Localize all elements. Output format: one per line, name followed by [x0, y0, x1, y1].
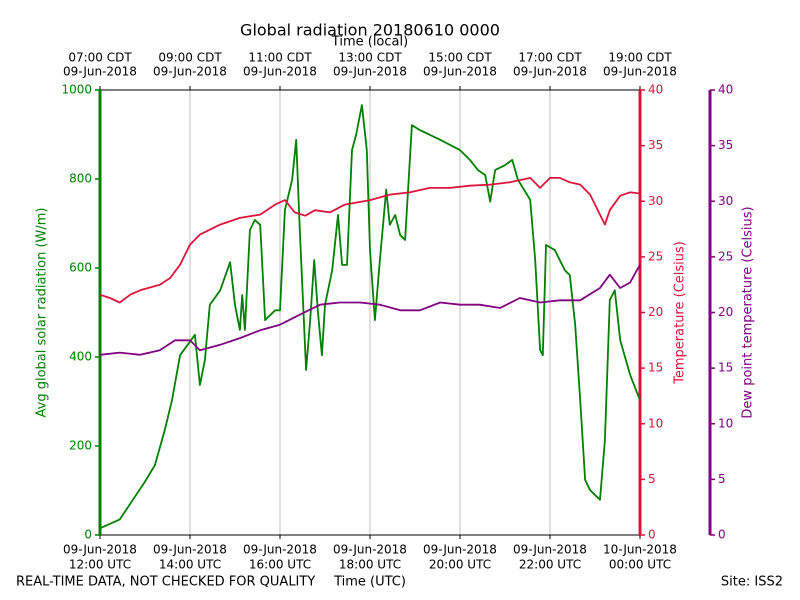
y-tick-label: 600 — [69, 261, 92, 275]
x-tick-label: 10-Jun-2018 — [603, 543, 677, 557]
top-tick-label: 15:00 CDT — [428, 51, 492, 65]
top-axis-label: Time (local) — [331, 35, 408, 50]
top-tick-label: 09-Jun-2018 — [333, 65, 407, 79]
y2-tick-label: 20 — [648, 305, 663, 319]
y3-tick-label: 35 — [718, 138, 733, 152]
y2-tick-label: 30 — [648, 194, 663, 208]
x-tick-label: 09-Jun-2018 — [243, 543, 317, 557]
data-line — [99, 104, 641, 530]
footer-note: REAL-TIME DATA, NOT CHECKED FOR QUALITY — [16, 575, 315, 590]
y2-tick-label: 10 — [648, 416, 663, 430]
y3-tick-label: 0 — [718, 528, 726, 542]
y3-tick-label: 30 — [718, 194, 733, 208]
y3-tick-label: 15 — [718, 361, 733, 375]
x-axis-label: Time (UTC) — [333, 575, 406, 590]
y-tick-label: 0 — [84, 528, 92, 542]
x-tick-label: 09-Jun-2018 — [423, 543, 497, 557]
y3-tick-label: 25 — [718, 249, 733, 263]
y3-tick-label: 40 — [718, 83, 733, 97]
y-tick-label: 800 — [69, 172, 92, 186]
y2-axis-label: Temperature (Celsius) — [673, 241, 688, 385]
x-tick-label: 16:00 UTC — [249, 558, 311, 572]
top-tick-label: 11:00 CDT — [248, 51, 312, 65]
top-tick-label: 09-Jun-2018 — [63, 65, 137, 79]
top-tick-label: 09-Jun-2018 — [423, 65, 497, 79]
top-tick-label: 09-Jun-2018 — [153, 65, 227, 79]
top-tick-label: 07:00 CDT — [68, 51, 132, 65]
x-tick-label: 22:00 UTC — [519, 558, 581, 572]
y-tick-label: 400 — [69, 350, 92, 364]
x-tick-label: 09-Jun-2018 — [63, 543, 137, 557]
x-tick-label: 09-Jun-2018 — [333, 543, 407, 557]
y3-axis-label: Dew point temperature (Celsius) — [741, 206, 756, 418]
top-tick-label: 17:00 CDT — [518, 51, 582, 65]
x-tick-label: 09-Jun-2018 — [153, 543, 227, 557]
y3-tick-label: 10 — [718, 416, 733, 430]
y2-tick-label: 40 — [648, 83, 663, 97]
y2-tick-label: 25 — [648, 249, 663, 263]
y2-tick-label: 15 — [648, 361, 663, 375]
y3-tick-label: 5 — [718, 472, 726, 486]
top-tick-label: 19:00 CDT — [608, 51, 672, 65]
y2-tick-label: 5 — [648, 472, 656, 486]
y2-tick-label: 35 — [648, 138, 663, 152]
x-tick-label: 00:00 UTC — [609, 558, 671, 572]
y-axis-label: Avg global solar radiation (W/m) — [35, 208, 50, 418]
y2-tick-label: 0 — [648, 528, 656, 542]
top-tick-label: 09-Jun-2018 — [513, 65, 587, 79]
top-tick-label: 09-Jun-2018 — [243, 65, 317, 79]
x-tick-label: 20:00 UTC — [429, 558, 491, 572]
chart-title: Global radiation 20180610 0000 — [240, 21, 500, 40]
top-tick-label: 09:00 CDT — [158, 51, 222, 65]
x-tick-label: 12:00 UTC — [69, 558, 131, 572]
site-label: Site: ISS2 — [721, 575, 783, 590]
x-tick-label: 14:00 UTC — [159, 558, 221, 572]
data-line — [99, 177, 641, 304]
x-tick-label: 09-Jun-2018 — [513, 543, 587, 557]
y3-tick-label: 20 — [718, 305, 733, 319]
data-line — [99, 264, 641, 356]
y-tick-label: 1000 — [61, 83, 92, 97]
top-tick-label: 13:00 CDT — [338, 51, 402, 65]
y-tick-label: 200 — [69, 439, 92, 453]
x-tick-label: 18:00 UTC — [339, 558, 401, 572]
top-tick-label: 09-Jun-2018 — [603, 65, 677, 79]
